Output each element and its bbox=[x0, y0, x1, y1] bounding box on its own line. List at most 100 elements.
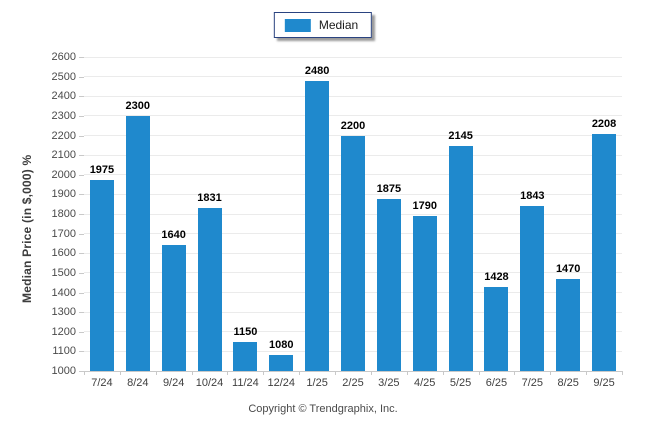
y-axis-tick bbox=[79, 272, 84, 274]
bar-6/25[interactable] bbox=[484, 287, 509, 371]
x-axis-tick bbox=[120, 371, 121, 375]
bar-9/25[interactable] bbox=[592, 133, 617, 371]
x-axis-category-label: 6/25 bbox=[485, 377, 508, 389]
bar-7/24[interactable] bbox=[89, 179, 114, 371]
y-axis-tick-label: 2100 bbox=[51, 149, 76, 162]
y-axis-tick bbox=[79, 292, 84, 294]
x-axis-line bbox=[84, 371, 622, 372]
bar-8/25[interactable] bbox=[556, 278, 581, 371]
bar-value-label: 1080 bbox=[269, 339, 294, 352]
x-axis-tick bbox=[443, 371, 444, 375]
bar-2/25[interactable] bbox=[341, 135, 365, 371]
y-axis-tick bbox=[79, 214, 84, 215]
x-axis-tick bbox=[299, 371, 300, 375]
y-axis-tick bbox=[79, 76, 84, 78]
x-axis-tick bbox=[514, 371, 515, 375]
y-axis-tick bbox=[79, 194, 84, 196]
y-axis-tick bbox=[79, 233, 84, 235]
bar-value-label: 1470 bbox=[555, 262, 581, 275]
y-axis-tick bbox=[79, 155, 84, 157]
y-axis-tick-label: 1500 bbox=[51, 266, 76, 279]
y-axis-tick bbox=[79, 57, 84, 58]
bar-value-label: 1875 bbox=[376, 183, 402, 196]
bar-value-label: 2300 bbox=[125, 99, 151, 112]
bar-value-label: 1843 bbox=[520, 189, 545, 202]
bar-value-label: 1790 bbox=[412, 199, 437, 212]
bar-9/24[interactable] bbox=[161, 245, 186, 371]
y-axis-tick-label: 2000 bbox=[51, 168, 76, 181]
x-axis-category-label: 7/24 bbox=[91, 377, 113, 389]
y-axis-tick bbox=[79, 331, 84, 333]
y-axis-tick bbox=[79, 174, 84, 176]
y-axis-tick-label: 1300 bbox=[51, 306, 76, 319]
x-axis-tick bbox=[156, 371, 157, 375]
bar-value-label: 1150 bbox=[233, 325, 258, 338]
bar-value-label: 1428 bbox=[484, 271, 509, 283]
x-axis-category-label: 11/24 bbox=[232, 377, 259, 389]
y-axis-tick-label: 1800 bbox=[51, 208, 76, 220]
y-axis-tick bbox=[79, 96, 84, 98]
bar-7/25[interactable] bbox=[520, 205, 545, 371]
bar-4/25[interactable] bbox=[412, 215, 437, 371]
gridline bbox=[84, 115, 622, 117]
y-axis-tick bbox=[79, 351, 84, 353]
bar-value-label: 2208 bbox=[591, 117, 617, 130]
x-axis-category-label: 2/25 bbox=[342, 377, 364, 389]
x-axis-tick bbox=[586, 371, 587, 375]
gridline bbox=[84, 95, 622, 97]
y-axis-tick-label: 1100 bbox=[52, 345, 76, 358]
bar-value-label: 2480 bbox=[304, 64, 330, 77]
y-axis-tick bbox=[79, 371, 84, 372]
gridline bbox=[84, 56, 622, 58]
x-axis-tick bbox=[227, 371, 228, 375]
y-axis-tick bbox=[79, 135, 84, 137]
copyright-text: Copyright © Trendgraphix, Inc. bbox=[248, 403, 398, 415]
legend: Median bbox=[273, 12, 373, 38]
bar-value-label: 2200 bbox=[340, 119, 366, 132]
y-axis-tick-label: 2200 bbox=[51, 129, 76, 142]
x-axis-tick bbox=[371, 371, 372, 375]
bar-8/24[interactable] bbox=[125, 115, 150, 371]
y-axis-tick-label: 1900 bbox=[51, 188, 76, 201]
y-axis-tick-label: 2300 bbox=[51, 109, 76, 122]
x-axis-category-label: 9/25 bbox=[593, 377, 615, 389]
x-axis-category-label: 3/25 bbox=[378, 377, 400, 389]
bar-1/25[interactable] bbox=[305, 80, 330, 371]
y-axis-tick-label: 1200 bbox=[51, 325, 76, 338]
x-axis-tick bbox=[84, 371, 85, 375]
bar-5/25[interactable] bbox=[448, 146, 473, 371]
bar-value-label: 1640 bbox=[161, 229, 186, 242]
x-axis-category-label: 8/24 bbox=[127, 377, 149, 389]
x-axis-tick bbox=[479, 371, 480, 375]
x-axis-category-label: 1/25 bbox=[306, 377, 328, 389]
bar-value-label: 1975 bbox=[89, 163, 115, 176]
bar-10/24[interactable] bbox=[197, 207, 222, 371]
y-axis-tick bbox=[79, 312, 84, 314]
bar-12/24[interactable] bbox=[269, 355, 294, 371]
bar-value-label: 1831 bbox=[197, 191, 222, 204]
bar-11/24[interactable] bbox=[233, 341, 258, 371]
y-axis-tick bbox=[79, 253, 84, 255]
y-axis-tick-label: 2400 bbox=[51, 90, 76, 103]
y-axis-tick-label: 1400 bbox=[51, 286, 76, 299]
x-axis-category-label: 4/25 bbox=[414, 377, 436, 389]
x-axis-tick bbox=[192, 371, 193, 375]
x-axis-tick bbox=[407, 371, 408, 375]
gridline bbox=[84, 76, 622, 78]
x-axis-category-label: 8/25 bbox=[557, 377, 579, 389]
x-axis-category-label: 9/24 bbox=[162, 377, 185, 389]
x-axis-tick bbox=[550, 371, 551, 375]
bar-3/25[interactable] bbox=[376, 199, 401, 371]
y-axis-tick-label: 2600 bbox=[51, 51, 76, 63]
y-axis-tick-label: 1700 bbox=[51, 227, 76, 240]
y-axis-tick-label: 1600 bbox=[51, 247, 76, 260]
bar-value-label: 2145 bbox=[448, 130, 473, 143]
x-axis-tick bbox=[263, 371, 264, 375]
x-axis-category-label: 7/25 bbox=[521, 377, 544, 389]
legend-median-label: Median bbox=[318, 18, 359, 32]
y-axis-tick-label: 1000 bbox=[51, 365, 76, 377]
x-axis-tick bbox=[622, 371, 623, 375]
plot-area: 1975 2300 1640 1831 1150 1080 2480 2200 1875 1790… bbox=[84, 56, 622, 372]
y-axis-tick bbox=[79, 115, 84, 117]
